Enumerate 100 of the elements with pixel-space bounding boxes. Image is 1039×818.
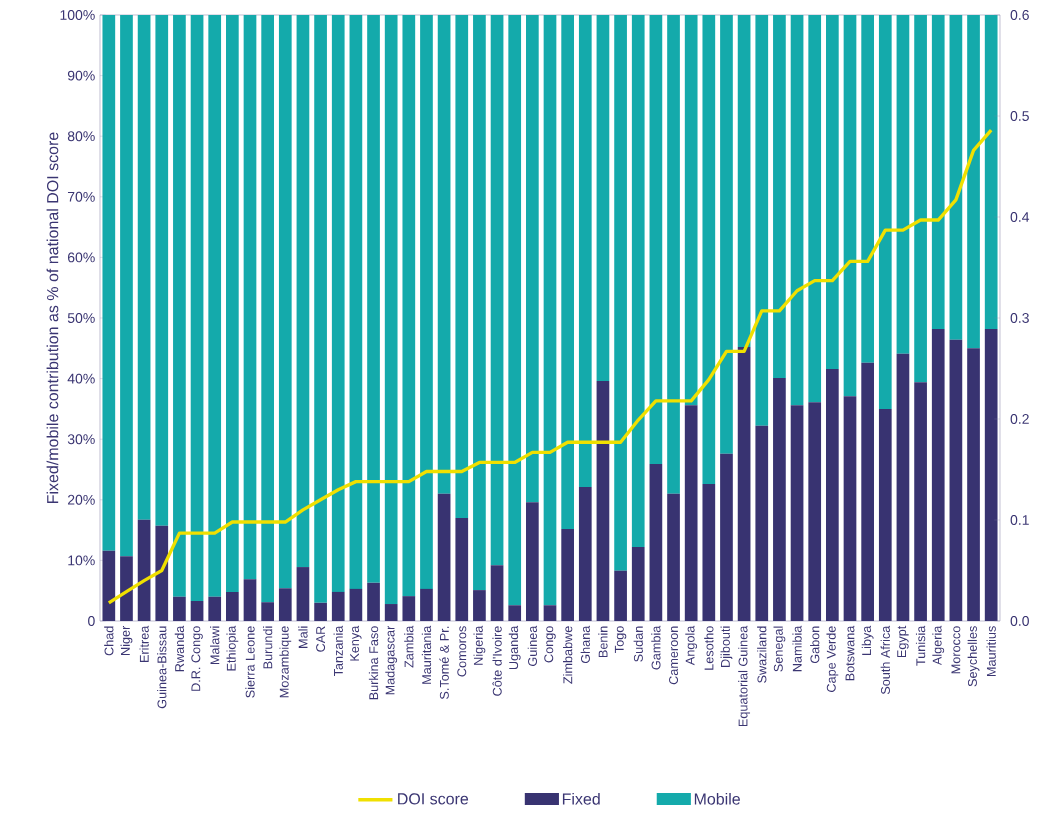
y-tick-label: 90% bbox=[67, 70, 95, 81]
bar bbox=[578, 487, 592, 621]
x-tick-label: Swaziland bbox=[757, 626, 767, 683]
bar bbox=[878, 14, 892, 409]
bar bbox=[331, 14, 345, 592]
bar bbox=[667, 493, 680, 621]
y2-tick-label: 0.0 bbox=[1010, 616, 1029, 626]
bar bbox=[526, 502, 539, 621]
bar bbox=[420, 14, 433, 589]
bar bbox=[614, 14, 627, 571]
bar bbox=[526, 14, 539, 503]
y2-tick-label: 0.5 bbox=[1010, 111, 1029, 121]
bar bbox=[931, 328, 945, 621]
bar bbox=[155, 525, 169, 621]
y-tick-label: 0 bbox=[88, 616, 95, 626]
x-tick-label: Namibia bbox=[792, 625, 802, 672]
bar bbox=[437, 14, 451, 494]
bar bbox=[455, 517, 469, 621]
bar bbox=[137, 519, 151, 621]
x-tick-label: Comoros bbox=[457, 626, 467, 677]
bar bbox=[314, 602, 327, 621]
x-tick-label: Djibouti bbox=[720, 626, 733, 667]
bar bbox=[102, 14, 116, 551]
bar bbox=[896, 353, 910, 621]
bar bbox=[737, 14, 751, 348]
x-tick-label: Sierra Leone bbox=[245, 626, 255, 698]
bar bbox=[137, 14, 151, 520]
bar bbox=[384, 604, 398, 621]
x-tick-label: Cape Verde bbox=[826, 626, 839, 692]
x-tick-label: Libya bbox=[861, 625, 874, 655]
bar bbox=[226, 14, 239, 592]
bar bbox=[120, 556, 133, 621]
bar bbox=[967, 348, 980, 621]
bar bbox=[243, 579, 257, 621]
bar bbox=[508, 605, 522, 621]
y-tick-label: 50% bbox=[67, 313, 95, 323]
bar bbox=[773, 377, 786, 621]
y-tick-label: 10% bbox=[68, 555, 95, 566]
x-tick-label: Mauritius bbox=[986, 626, 996, 677]
bar bbox=[296, 567, 310, 621]
bar bbox=[631, 547, 645, 621]
bar bbox=[314, 14, 327, 603]
bar bbox=[561, 528, 574, 621]
bar bbox=[949, 14, 963, 340]
x-tick-label: Rwanda bbox=[174, 625, 185, 672]
bar bbox=[455, 14, 469, 518]
bar bbox=[508, 14, 522, 606]
x-tick-label: Nigeria bbox=[473, 625, 486, 665]
y-tick-label: 60% bbox=[67, 252, 95, 263]
bar bbox=[420, 588, 433, 621]
bar bbox=[861, 362, 874, 621]
bar bbox=[861, 14, 874, 363]
y2-tick-label: 0.1 bbox=[1010, 515, 1029, 525]
x-tick-label: Tunisia bbox=[915, 625, 926, 666]
bar bbox=[120, 14, 133, 557]
y-tick-label: 30% bbox=[67, 434, 95, 445]
bar bbox=[596, 14, 610, 382]
x-tick-label: Egypt bbox=[897, 625, 909, 658]
x-tick-label: Kenya bbox=[350, 625, 362, 661]
bar bbox=[367, 14, 380, 583]
bar bbox=[473, 14, 486, 591]
bar bbox=[614, 570, 627, 621]
bar bbox=[808, 14, 822, 403]
y-tick-label: 80% bbox=[67, 131, 95, 142]
x-tick-label: Seychelles bbox=[967, 626, 980, 687]
bar bbox=[278, 588, 292, 621]
x-tick-label: CAR bbox=[316, 626, 326, 652]
x-tick-label: Angola bbox=[685, 625, 698, 666]
bar bbox=[296, 14, 310, 568]
bar bbox=[349, 588, 363, 621]
x-tick-label: Uganda bbox=[508, 625, 521, 670]
bar bbox=[702, 14, 716, 485]
bar bbox=[631, 14, 645, 548]
x-tick-label: Equatorial Guinea bbox=[738, 625, 751, 727]
x-tick-label: Tanzania bbox=[333, 625, 343, 677]
x-tick-label: Côte d'Ivoire bbox=[492, 626, 502, 696]
bar bbox=[684, 14, 698, 406]
bar bbox=[473, 590, 486, 621]
bar bbox=[667, 14, 680, 494]
bar bbox=[402, 596, 416, 621]
bar bbox=[984, 328, 998, 621]
bar bbox=[755, 425, 769, 621]
x-tick-label: Eritrea bbox=[139, 625, 149, 662]
x-tick-label: Guinea-Bissau bbox=[157, 626, 167, 709]
bar bbox=[261, 14, 274, 603]
y-tick-label: 100% bbox=[60, 10, 95, 20]
x-tick-label: Niger bbox=[120, 625, 133, 655]
bar bbox=[737, 347, 751, 621]
bar bbox=[561, 14, 574, 529]
bar bbox=[173, 596, 186, 621]
bar bbox=[190, 601, 204, 621]
bar bbox=[102, 550, 116, 621]
x-tick-label: Benin bbox=[598, 626, 608, 658]
x-tick-label: South Africa bbox=[880, 625, 890, 695]
bar bbox=[384, 14, 398, 605]
bar bbox=[578, 14, 592, 488]
bar bbox=[649, 14, 663, 465]
bar bbox=[914, 382, 927, 621]
y2-tick-label: 0.3 bbox=[1010, 313, 1029, 323]
x-tick-label: Ghana bbox=[580, 625, 590, 664]
